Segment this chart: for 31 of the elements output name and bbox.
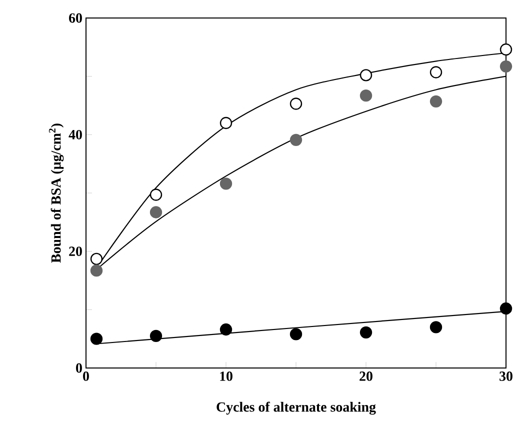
point xyxy=(500,60,512,73)
point xyxy=(150,330,162,342)
point xyxy=(90,332,103,345)
point xyxy=(360,69,372,82)
point xyxy=(90,264,103,277)
y-tick-label: 20 xyxy=(69,246,82,256)
y-tick-label: 60 xyxy=(69,13,82,23)
y-tick-label: 40 xyxy=(68,130,82,140)
x-tick-label: 20 xyxy=(360,372,372,381)
point xyxy=(500,302,512,315)
point xyxy=(500,43,512,56)
y-axis-title: Bound of BSA (μg/cm$^{2}$) xyxy=(48,124,64,263)
point xyxy=(360,89,372,102)
x-axis-title: Cycles of alternate soaking xyxy=(216,402,376,415)
point xyxy=(430,321,442,334)
point xyxy=(150,206,162,218)
x-tick-label: 10 xyxy=(220,372,232,381)
point xyxy=(220,323,232,336)
point xyxy=(90,252,103,266)
point xyxy=(220,116,232,130)
y-tick-label: 0 xyxy=(76,363,82,373)
point xyxy=(430,66,442,78)
point xyxy=(360,326,372,339)
point xyxy=(290,328,302,340)
point xyxy=(150,188,162,201)
x-tick-label: 0 xyxy=(83,372,89,381)
point xyxy=(290,134,302,146)
point xyxy=(430,95,442,108)
point xyxy=(220,178,232,190)
x-tick-label: 30 xyxy=(500,372,512,381)
point xyxy=(290,98,302,110)
